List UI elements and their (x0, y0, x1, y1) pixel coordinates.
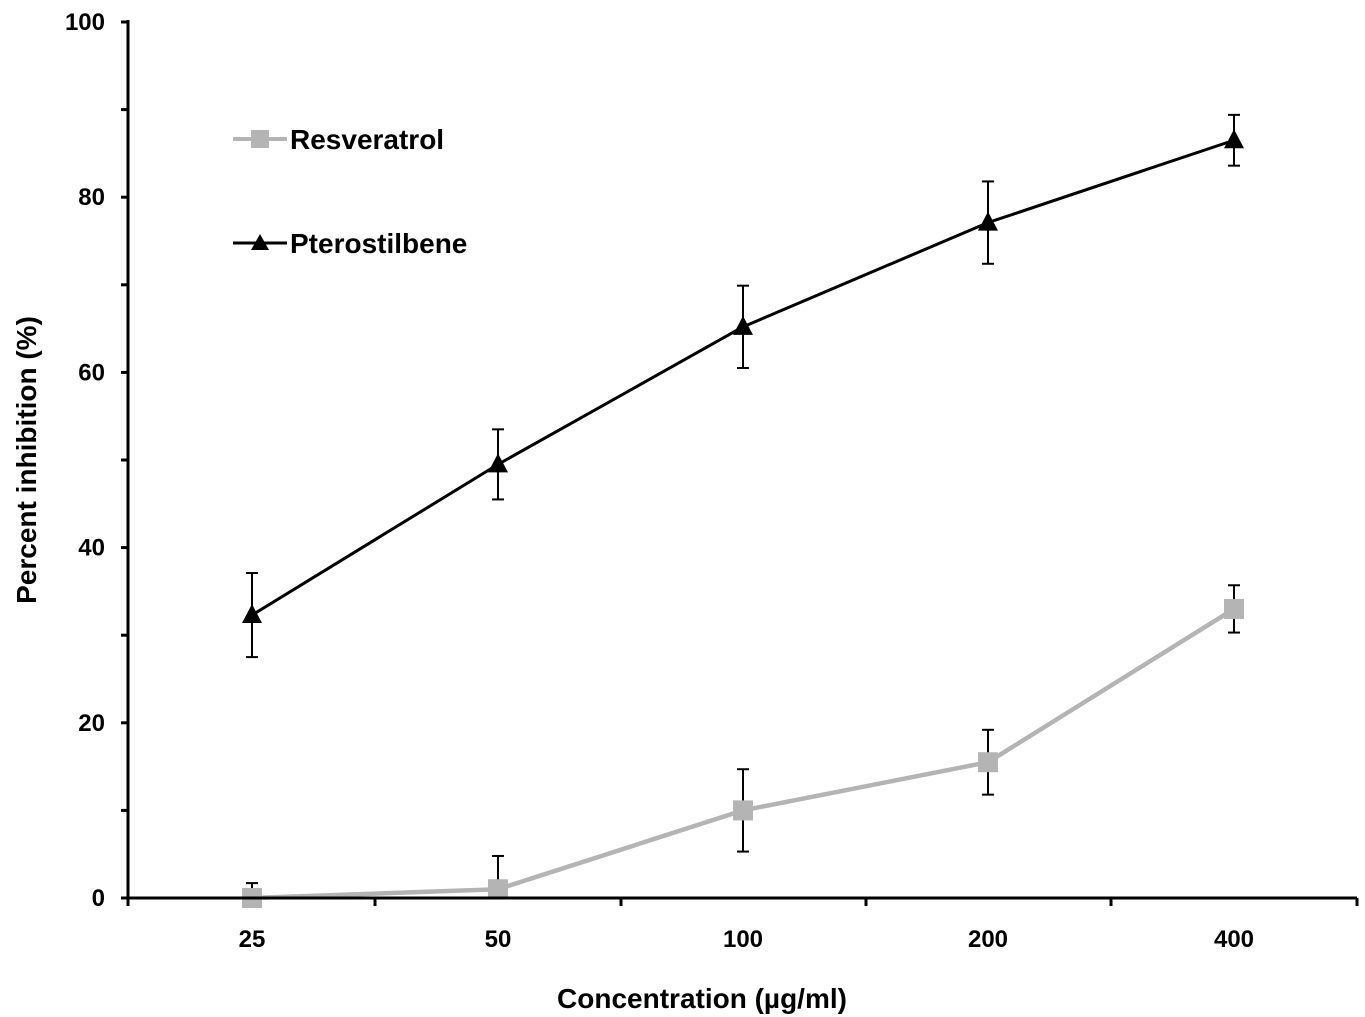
x-axis-title: Concentration (µg/ml) (557, 983, 847, 1014)
x-tick-label: 100 (723, 926, 763, 953)
axes-layer (121, 20, 1359, 906)
y-tick-label: 60 (78, 359, 105, 386)
legend: Resveratrol Pterostilbene (233, 124, 467, 259)
y-tick-label: 0 (92, 885, 105, 912)
data-point-pterostilbene (978, 211, 998, 231)
series-line-pterostilbene (251, 138, 1235, 617)
data-point-pterostilbene (242, 604, 262, 624)
data-point-resveratrol (733, 800, 753, 821)
x-tick-label: 25 (239, 926, 266, 953)
x-tick-label: 50 (485, 926, 512, 953)
legend-marker-resveratrol (251, 130, 269, 148)
y-tick-label: 20 (78, 710, 105, 737)
x-tick-label: 400 (1214, 926, 1254, 953)
data-point-resveratrol (1224, 598, 1244, 619)
data-point-resveratrol (978, 752, 998, 773)
y-axis-title: Percent inhibition (%) (11, 316, 42, 604)
markers-layer (242, 129, 1244, 908)
y-tick-label: 100 (65, 9, 105, 36)
data-point-pterostilbene (488, 453, 508, 473)
legend-label-resveratrol: Resveratrol (290, 124, 444, 155)
tick-labels-layer: 0 20 40 60 80 100 25 50 100 200 400 (65, 9, 1254, 953)
data-point-pterostilbene (1224, 129, 1244, 149)
legend-marker-pterostilbene (251, 234, 269, 250)
data-point-pterostilbene (733, 315, 753, 335)
y-tick-label: 80 (78, 184, 105, 211)
series-line-resveratrol (251, 607, 1236, 901)
data-point-resveratrol (488, 879, 508, 900)
y-tick-label: 40 (78, 535, 105, 562)
legend-label-pterostilbene: Pterostilbene (290, 228, 467, 259)
x-tick-label: 200 (968, 926, 1008, 953)
